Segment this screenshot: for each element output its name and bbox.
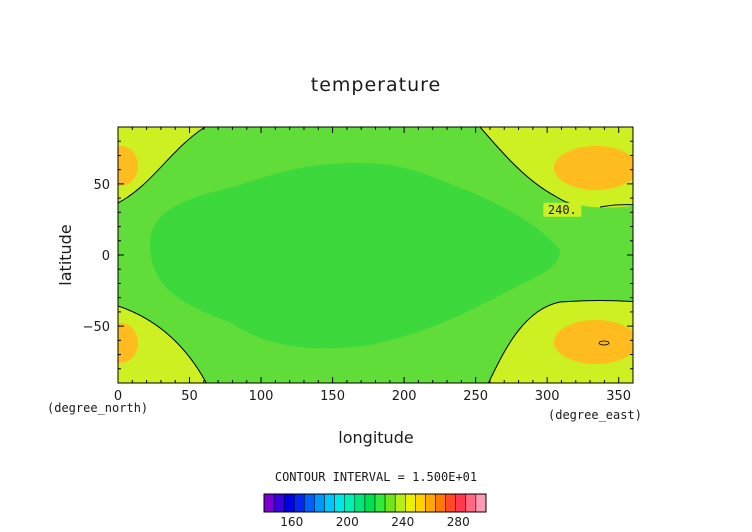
x-tick-label: 350 [606,389,631,404]
colorbar-tick-label: 160 [280,515,303,529]
colorbar-swatch [435,493,446,513]
colorbar-swatch [324,493,335,513]
chart-title: temperature [311,74,441,96]
region-warm-se [554,320,633,364]
x-tick-label: 50 [181,389,198,404]
colorbar-swatch [334,493,345,513]
colorbar-tick-label: 240 [391,515,414,529]
region-warm-sw [118,323,138,363]
x-tick-label: 300 [535,389,560,404]
colorbar-swatch [263,493,275,513]
colorbar-swatch [314,493,325,513]
contour-label-bg [543,202,582,217]
y-axis: −50 0 50 [83,126,633,384]
y-units-label: (degree_north) [47,401,148,415]
colorbar-tick-label: 200 [336,515,359,529]
x-tick-label: 0 [114,389,122,404]
colorbar-swatch [465,493,477,513]
colorbar-swatch [415,493,426,513]
region-coldest-core [150,162,560,349]
region-warm-nw [118,146,138,186]
contour-line-240-ne [479,127,573,205]
contour-interval-label: CONTOUR INTERVAL = 1.500E+01 [275,470,477,484]
y-tick-label: −50 [83,320,110,335]
y-tick-label: 50 [93,178,110,193]
x-units-label: (degree_east) [548,408,642,422]
contour-label-240: 240. [548,203,577,217]
contour-line-small-loop [598,340,610,346]
contour-line-240-ne-2 [599,204,633,208]
y-axis-title: latitude [56,224,75,285]
colorbar-swatch [294,493,305,513]
colorbar: 160 200 240 280 [263,493,487,529]
colorbar-swatch [354,493,366,513]
colorbar-frame [263,493,487,513]
colorbar-swatch [374,493,386,513]
x-axis: 0 50 100 150 200 250 300 350 [114,127,634,404]
colorbar-swatch [475,493,487,513]
x-tick-label: 150 [320,389,345,404]
colorbar-swatch [394,493,406,513]
colorbar-swatch [283,493,295,513]
x-tick-label: 100 [249,389,274,404]
colorbar-swatch [344,493,356,513]
plot-area: 240. [117,126,634,384]
x-axis-title: longitude [338,428,413,447]
contour-line-240-se [487,300,633,383]
colorbar-swatch [304,493,315,513]
y-tick-label: 0 [102,249,110,264]
colorbar-swatch [455,493,467,513]
colorbar-tick-label: 280 [447,515,470,529]
x-tick-label: 250 [463,389,488,404]
colorbar-swatch [405,493,416,513]
colorbar-swatch [384,493,396,513]
colorbar-swatch [425,493,436,513]
colorbar-swatch [364,493,376,513]
contour-line-240-sw [118,305,207,383]
region-warm-ne [554,146,633,190]
contour-line-240-nw [118,127,206,204]
colorbar-swatch [445,493,456,513]
colorbar-swatch [273,493,285,513]
x-tick-label: 200 [392,389,417,404]
